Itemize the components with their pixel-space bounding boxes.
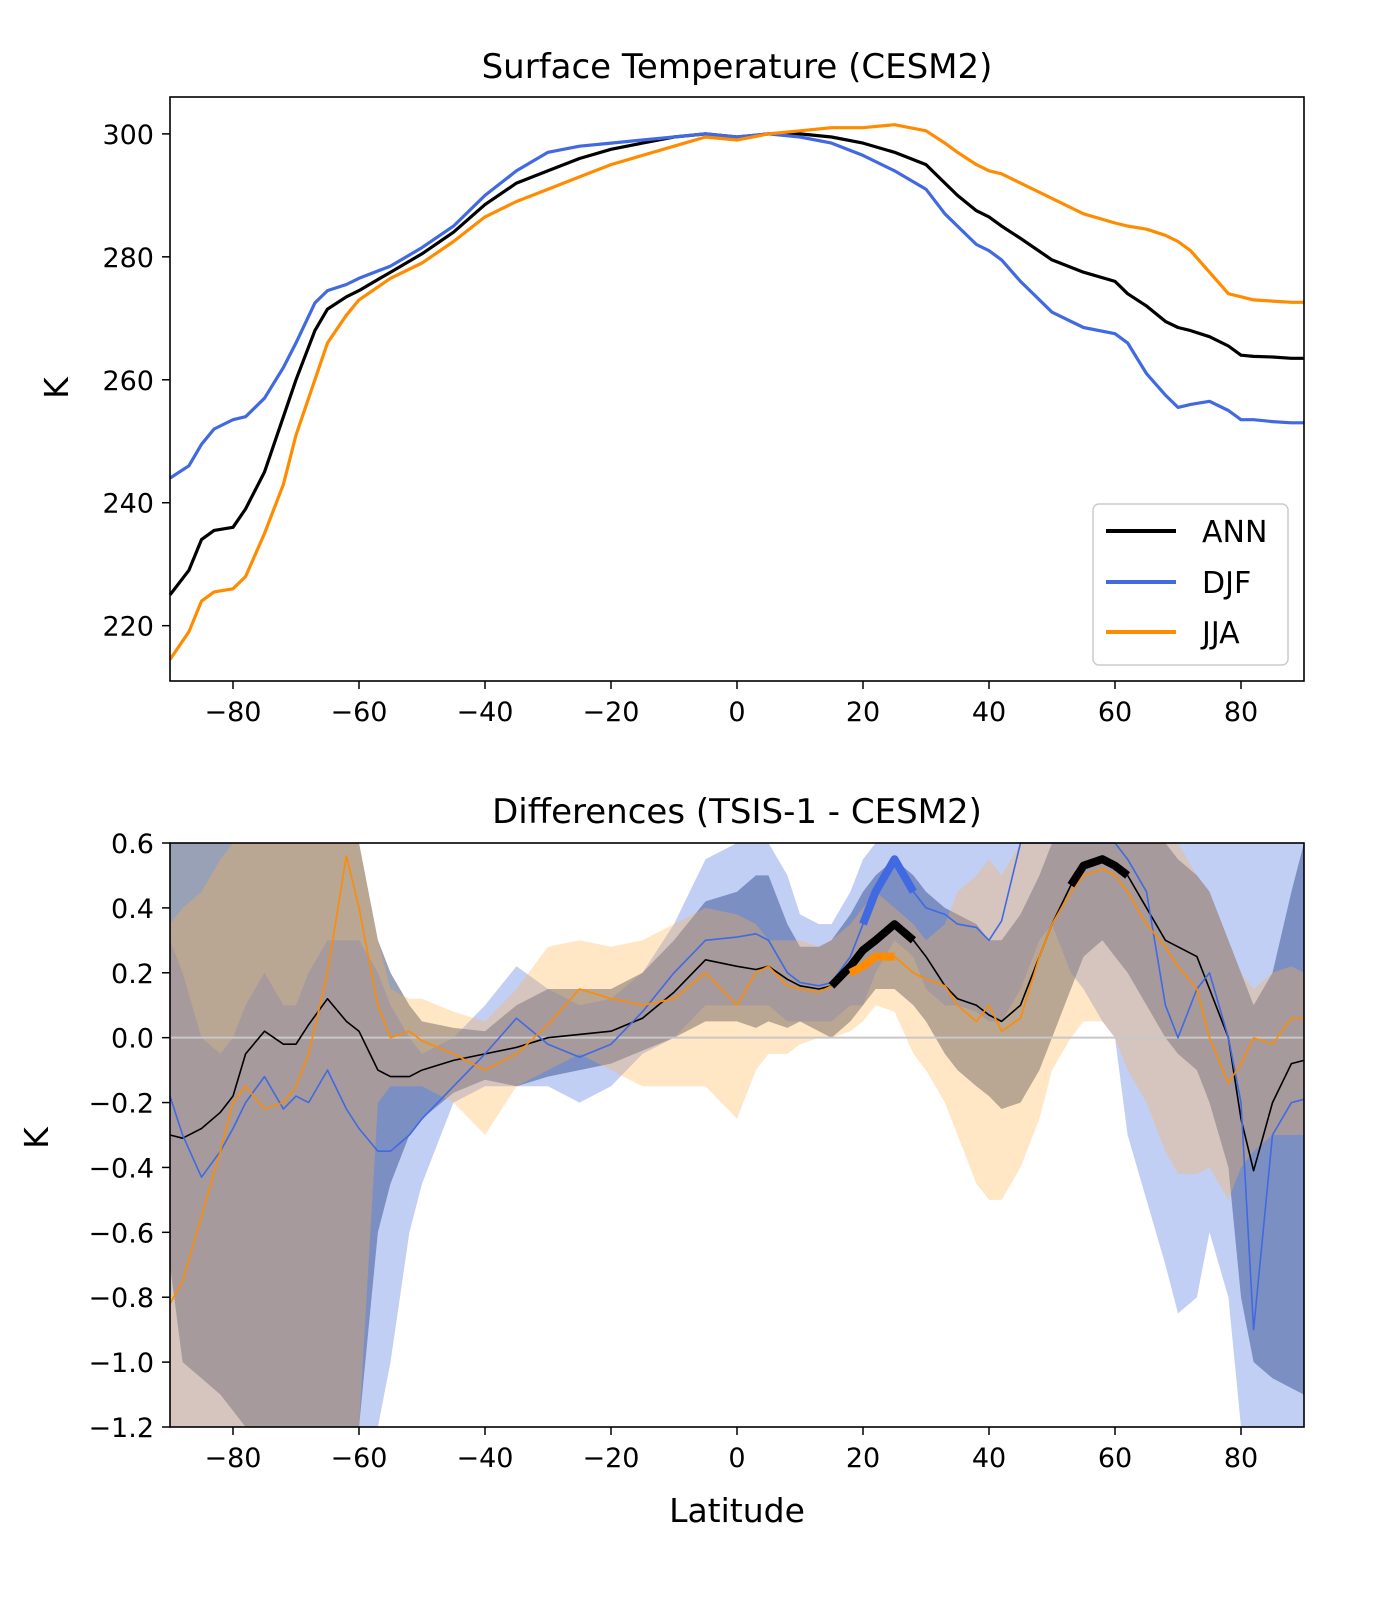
temperature-plot-frame (169, 96, 1305, 682)
series-line-djf (169, 132, 1304, 480)
differences-bands (170, 843, 1304, 1427)
temperature-x-tick-label: 80 (1224, 697, 1258, 728)
significant-segment-ann-0 (828, 920, 917, 989)
differences-y-tick-label: 0.4 (111, 894, 154, 925)
temperature-x-tick-label: 40 (972, 697, 1006, 728)
significant-segments (828, 855, 1131, 989)
differences-y-tick-label: −1.0 (88, 1348, 154, 1379)
differences-y-tick-label: −0.2 (88, 1089, 154, 1120)
series-line-jja (169, 855, 1304, 1305)
temperature-chart-title: Surface Temperature (CESM2) (482, 47, 993, 87)
differences-chart-title: Differences (TSIS-1 - CESM2) (492, 792, 982, 832)
series-line-jja (168, 123, 1304, 661)
differences-plot-frame (169, 842, 1305, 1428)
temperature-y-tick-label: 280 (102, 243, 154, 274)
differences-x-tick-label: −40 (457, 1443, 514, 1474)
band-jja (170, 843, 1304, 1427)
temperature-x-tick-label: −20 (583, 697, 640, 728)
differences-y-axis-label: K (17, 1126, 56, 1149)
temperature-x-tick-label: 0 (728, 697, 745, 728)
differences-lines (169, 842, 1305, 1331)
legend-label-jja: JJA (1200, 616, 1240, 651)
temperature-x-tick-label: 60 (1098, 697, 1132, 728)
temperature-x-tick-label: 20 (846, 697, 880, 728)
significant-segment-djf-0 (859, 855, 917, 926)
temperature-y-tick-label: 300 (102, 120, 154, 151)
differences-y-tick-label: 0.6 (111, 829, 154, 860)
temperature-x-tick-label: −40 (457, 697, 514, 728)
differences-y-tick-label: −1.2 (88, 1413, 154, 1444)
differences-panel: Differences (TSIS-1 - CESM2) K Latitude … (17, 792, 1305, 1530)
differences-x-tick-label: 20 (846, 1443, 880, 1474)
temperature-y-tick-label: 220 (102, 612, 154, 643)
differences-x-tick-label: −80 (205, 1443, 262, 1474)
legend-box (1092, 503, 1289, 666)
series-line-djf (169, 842, 1305, 1331)
differences-x-tick-label: 40 (972, 1443, 1006, 1474)
temperature-panel: Surface Temperature (CESM2) K −80 −60 −40−… (37, 47, 1305, 728)
temperature-lines (168, 123, 1304, 661)
differences-y-tick-label: 0.2 (111, 959, 154, 990)
differences-x-tick-label: 80 (1224, 1443, 1258, 1474)
significant-segment-ann-1 (1067, 855, 1131, 888)
legend-label-djf: DJF (1202, 566, 1251, 601)
series-line-ann (169, 858, 1305, 1172)
differences-x-tick-label: −20 (583, 1443, 640, 1474)
temperature-x-tick-label: −60 (331, 697, 388, 728)
differences-ticks: −80 −60 −40 −20 0 20 40 60 80 −1.2 −1.0 −0.8 −0.6 −0.… (88, 829, 1258, 1474)
differences-x-axis-label: Latitude (669, 1491, 805, 1530)
temperature-ticks: −80 −60 −40 −20 0 20 40 60 80 220 240 260 280 300 (102, 120, 1258, 728)
temperature-x-tick-label: −80 (205, 697, 262, 728)
differences-y-tick-label: −0.4 (88, 1153, 154, 1184)
differences-y-tick-label: −0.8 (88, 1283, 154, 1314)
differences-x-tick-label: 60 (1098, 1443, 1132, 1474)
temperature-y-tick-label: 240 (102, 489, 154, 520)
differences-y-tick-label: −0.6 (88, 1218, 154, 1249)
legend-label-ann: ANN (1202, 515, 1267, 550)
differences-y-tick-label: 0.0 (111, 1024, 154, 1055)
significant-segment-jja-0 (848, 952, 895, 977)
differences-x-tick-label: −60 (331, 1443, 388, 1474)
band-djf (170, 843, 1304, 1427)
legend: ANN DJF JJA (1092, 503, 1289, 666)
temperature-y-axis-label: K (37, 376, 76, 399)
differences-x-tick-label: 0 (728, 1443, 745, 1474)
band-ann (170, 843, 1304, 1427)
temperature-y-tick-label: 260 (102, 366, 154, 397)
